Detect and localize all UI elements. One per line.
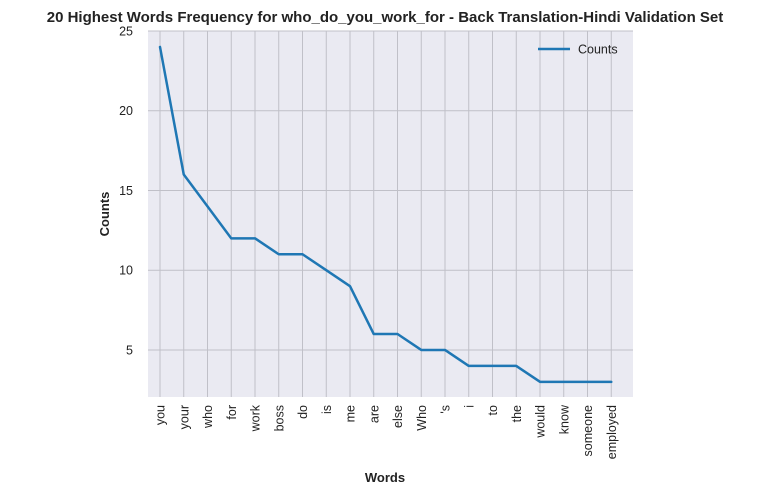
grid-lines [148, 30, 633, 397]
x-axis-ticks: you your who for work boss do is me are else Who 's i… [154, 404, 619, 459]
x-tick-label: me [344, 405, 358, 422]
x-axis-label: Words [365, 470, 405, 485]
x-tick-label: your [177, 405, 191, 429]
x-tick-label: someone [581, 405, 595, 456]
x-tick-label: to [486, 405, 500, 415]
x-tick-label: you [154, 405, 168, 425]
x-tick-label: would [534, 405, 548, 439]
x-tick-label: who [201, 405, 215, 429]
y-axis-ticks: 5 10 15 20 25 [119, 25, 133, 358]
x-tick-label: i [462, 405, 476, 408]
x-tick-label: employed [605, 405, 619, 459]
y-tick-label: 25 [119, 25, 133, 39]
chart-title: 20 Highest Words Frequency for who_do_yo… [47, 9, 724, 26]
legend-label-counts: Counts [578, 43, 618, 57]
x-tick-label: Who [415, 405, 429, 431]
plot-area [148, 31, 633, 397]
x-tick-label: do [296, 405, 310, 419]
series-line-counts [158, 45, 613, 384]
y-tick-label: 20 [119, 104, 133, 118]
x-tick-label: are [367, 405, 381, 423]
x-tick-label: know [557, 404, 571, 434]
x-tick-label: for [225, 405, 239, 420]
x-tick-label: work [249, 404, 263, 432]
y-tick-label: 10 [119, 264, 133, 278]
legend: Counts [538, 43, 618, 57]
x-tick-label: 's [439, 405, 453, 414]
y-axis-label: Counts [97, 192, 112, 237]
x-tick-label: else [391, 405, 405, 428]
y-tick-label: 15 [119, 184, 133, 198]
y-tick-label: 5 [126, 343, 133, 357]
x-tick-label: boss [272, 405, 286, 431]
x-tick-label: the [510, 405, 524, 422]
x-tick-label: is [320, 405, 334, 414]
